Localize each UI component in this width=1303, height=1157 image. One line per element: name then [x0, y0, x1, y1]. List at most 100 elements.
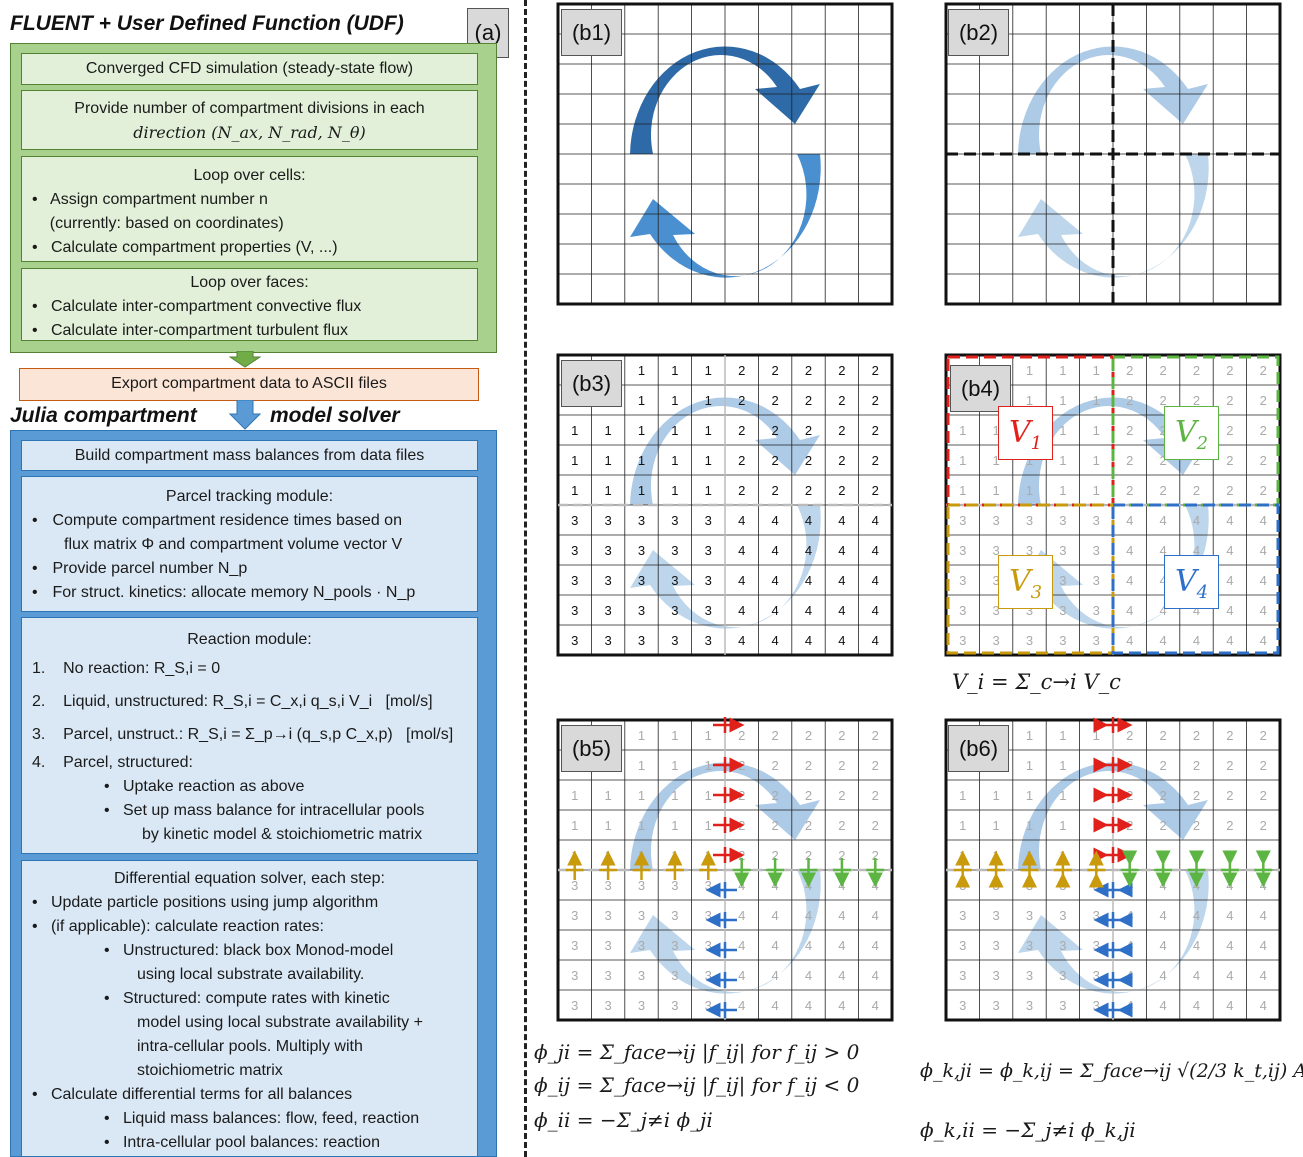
cell-number-b6: 1: [959, 818, 966, 833]
reaction-item-4b: • Set up mass balance for intracellular …: [104, 802, 425, 819]
cell-number-b5: 1: [638, 818, 645, 833]
cell-number-b6: 2: [1260, 758, 1267, 773]
cell-number-b4: 2: [1260, 363, 1267, 378]
circulation-arrow-top-b4: [1018, 397, 1208, 505]
export-text: Export compartment data to ASCII files: [111, 375, 387, 392]
reaction-box: Reaction module: 1. No reaction: R_S,i =…: [21, 617, 478, 854]
cell-number-b4: 4: [1126, 603, 1133, 618]
formula-phi-ji: ϕ_ji = Σ_face→ij |f_ij| for f_ij > 0: [534, 1040, 860, 1064]
cell-number-b3: 3: [638, 573, 645, 588]
cell-number-b6: 4: [1260, 998, 1267, 1013]
cell-number-b3: 2: [872, 453, 879, 468]
cell-number-b4: 2: [1193, 453, 1200, 468]
cell-number-b5: 1: [604, 788, 611, 803]
loop-faces-item-2: • Calculate inter-compartment turbulent …: [32, 322, 348, 339]
cell-number-b5: 3: [604, 968, 611, 983]
formula-phi-ii: ϕ_ii = −Σ_j≠i ϕ_ji: [534, 1108, 713, 1132]
cell-number-b6: 2: [1260, 818, 1267, 833]
cell-number-b5: 1: [638, 788, 645, 803]
cell-number-b4: 1: [1026, 363, 1033, 378]
cell-number-b4: 4: [1126, 573, 1133, 588]
cell-number-b3: 3: [604, 603, 611, 618]
cell-number-b5: 3: [571, 878, 578, 893]
cell-number-b4: 4: [1126, 513, 1133, 528]
cell-number-b4: 2: [1260, 393, 1267, 408]
cell-number-b6: 2: [1226, 728, 1233, 743]
cell-number-b6: 4: [1193, 998, 1200, 1013]
cell-number-b5: 3: [604, 938, 611, 953]
cell-number-b5: 2: [838, 728, 845, 743]
cell-number-b6: 3: [1026, 968, 1033, 983]
cell-number-b6: 3: [959, 938, 966, 953]
circulation-arrow-top-b5: [630, 762, 820, 870]
cell-number-b6: 3: [992, 938, 999, 953]
cell-number-b3: 3: [705, 633, 712, 648]
cell-number-b4: 1: [1093, 483, 1100, 498]
cell-number-b5: 2: [838, 758, 845, 773]
cell-number-b3: 3: [705, 543, 712, 558]
solver-item-2b: • Structured: compute rates with kinetic: [104, 990, 390, 1007]
cell-number-b3: 4: [838, 603, 845, 618]
cell-number-b4: 3: [959, 573, 966, 588]
cell-number-b6: 2: [1159, 818, 1166, 833]
cell-number-b4: 4: [1126, 543, 1133, 558]
cell-number-b3: 4: [805, 603, 812, 618]
cell-number-b3: 1: [671, 423, 678, 438]
cell-number-b6: 2: [1159, 788, 1166, 803]
circulation-arrow-bottom-b4: [1018, 505, 1209, 629]
solver-item-2a-cont: using local substrate availability.: [137, 966, 365, 983]
cell-number-b4: 3: [1026, 543, 1033, 558]
cell-number-b5: 2: [738, 728, 745, 743]
cell-number-b6: 4: [1126, 998, 1133, 1013]
cell-number-b3: 1: [571, 423, 578, 438]
cell-number-b6: 1: [1059, 788, 1066, 803]
cell-number-b5: 2: [805, 818, 812, 833]
cell-number-b3: 4: [838, 513, 845, 528]
cell-number-b3: 2: [805, 393, 812, 408]
circulation-arrow-top-b2: [1018, 46, 1208, 154]
cell-number-b5: 3: [638, 878, 645, 893]
loop-cells-item-1: • Assign compartment number n: [32, 191, 268, 208]
cell-number-b3: 1: [671, 453, 678, 468]
cell-number-b5: 3: [604, 998, 611, 1013]
volume-label-v3: V3: [998, 555, 1053, 609]
formula-phi-ij: ϕ_ij = Σ_face→ij |f_ij| for f_ij < 0: [534, 1073, 860, 1097]
cell-number-b5: 1: [705, 728, 712, 743]
cell-number-b5: 3: [705, 998, 712, 1013]
cell-number-b4: 1: [1093, 393, 1100, 408]
cell-number-b3: 2: [771, 363, 778, 378]
cell-number-b3: 3: [571, 573, 578, 588]
circulation-arrow-top-b3: [630, 397, 820, 505]
cell-number-b6: 4: [1126, 968, 1133, 983]
circulation-arrow-top-b6: [1018, 762, 1208, 870]
cell-number-b5: 3: [571, 908, 578, 923]
cell-number-b6: 4: [1126, 908, 1133, 923]
cell-number-b5: 3: [571, 998, 578, 1013]
cell-number-b3: 3: [571, 543, 578, 558]
cell-number-b3: 4: [771, 543, 778, 558]
cell-number-b4: 3: [1059, 543, 1066, 558]
solver-item-2b-cont1: model using local substrate availability…: [137, 1014, 423, 1031]
cell-number-b4: 4: [1126, 633, 1133, 648]
cell-number-b5: 3: [604, 878, 611, 893]
cell-number-b3: 2: [805, 423, 812, 438]
cell-number-b5: 3: [671, 908, 678, 923]
cell-number-b4: 2: [1126, 483, 1133, 498]
cell-number-b4: 1: [959, 423, 966, 438]
cell-number-b4: 4: [1260, 513, 1267, 528]
cell-number-b4: 3: [1093, 573, 1100, 588]
cell-number-b5: 4: [771, 998, 778, 1013]
solver-item-2: • (if applicable): calculate reaction ra…: [32, 918, 324, 935]
cell-number-b3: 4: [838, 633, 845, 648]
cell-number-b3: 1: [671, 363, 678, 378]
cell-number-b5: 2: [872, 848, 879, 863]
cell-number-b5: 4: [838, 968, 845, 983]
cell-number-b3: 4: [738, 633, 745, 648]
cell-number-b4: 1: [1093, 363, 1100, 378]
cell-number-b3: 4: [805, 513, 812, 528]
cell-number-b6: 1: [992, 788, 999, 803]
cell-number-b3: 1: [671, 393, 678, 408]
cell-number-b4: 1: [1026, 483, 1033, 498]
cell-number-b4: 1: [992, 423, 999, 438]
cell-number-b3: 1: [705, 363, 712, 378]
